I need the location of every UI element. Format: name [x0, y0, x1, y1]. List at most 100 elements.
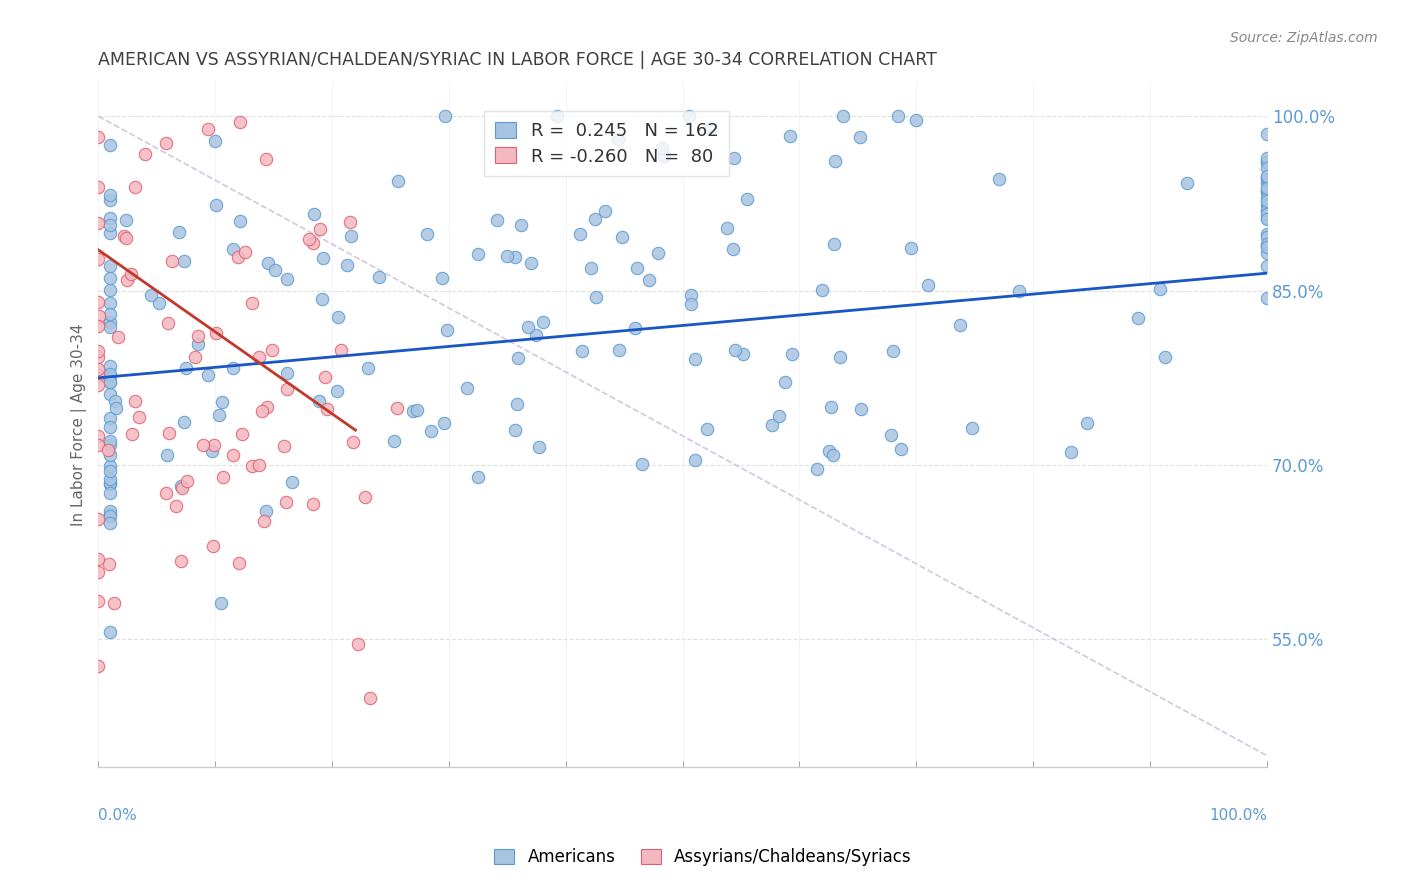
Point — [115, 212, 138, 227]
Point — [569, 227, 592, 241]
Point — [98, 624, 121, 639]
Point — [506, 351, 529, 366]
Point — [347, 637, 370, 651]
Point — [128, 410, 150, 425]
Text: AMERICAN VS ASSYRIAN/CHALDEAN/SYRIAC IN LABOR FORCE | AGE 30-34 CORRELATION CHAR: AMERICAN VS ASSYRIAN/CHALDEAN/SYRIAC IN … — [98, 51, 938, 69]
Point — [253, 514, 276, 528]
Point — [247, 350, 270, 364]
Point — [87, 552, 110, 566]
Point — [1256, 181, 1278, 195]
Point — [201, 539, 224, 553]
Point — [1008, 284, 1031, 298]
Point — [98, 420, 121, 434]
Point — [197, 122, 219, 136]
Point — [173, 254, 195, 268]
Point — [98, 296, 121, 310]
Point — [900, 241, 922, 255]
Point — [170, 481, 193, 495]
Point — [308, 394, 330, 409]
Point — [678, 109, 700, 123]
Point — [1256, 161, 1278, 175]
Point — [257, 256, 280, 270]
Point — [98, 315, 121, 329]
Point — [359, 690, 381, 705]
Point — [176, 475, 198, 489]
Point — [585, 290, 607, 304]
Point — [98, 375, 121, 389]
Point — [276, 272, 298, 286]
Point — [406, 403, 429, 417]
Point — [98, 283, 121, 297]
Point — [330, 343, 353, 358]
Point — [342, 435, 364, 450]
Point — [810, 283, 832, 297]
Point — [112, 229, 135, 244]
Point — [98, 320, 121, 334]
Point — [696, 422, 718, 436]
Point — [679, 287, 702, 301]
Point — [98, 434, 121, 448]
Point — [529, 441, 551, 455]
Point — [87, 368, 110, 383]
Point — [233, 245, 256, 260]
Point — [87, 438, 110, 452]
Point — [571, 343, 593, 358]
Point — [716, 221, 738, 235]
Point — [98, 138, 121, 153]
Point — [274, 495, 297, 509]
Point — [1256, 169, 1278, 183]
Point — [1256, 191, 1278, 205]
Point — [105, 401, 128, 415]
Point — [87, 512, 110, 526]
Point — [222, 360, 245, 375]
Point — [115, 230, 138, 244]
Point — [1128, 310, 1150, 325]
Point — [280, 475, 302, 490]
Point — [170, 554, 193, 568]
Point — [201, 444, 224, 458]
Point — [436, 323, 458, 337]
Point — [1256, 240, 1278, 254]
Point — [685, 452, 707, 467]
Point — [98, 486, 121, 500]
Point — [849, 129, 872, 144]
Point — [176, 361, 198, 376]
Point — [430, 270, 453, 285]
Point — [416, 227, 439, 241]
Point — [768, 409, 790, 423]
Point — [229, 213, 252, 227]
Point — [882, 343, 904, 358]
Point — [699, 121, 721, 136]
Point — [761, 417, 783, 432]
Point — [98, 307, 121, 321]
Point — [87, 350, 110, 364]
Point — [506, 397, 529, 411]
Point — [155, 136, 177, 150]
Point — [124, 180, 146, 194]
Point — [651, 140, 673, 154]
Point — [87, 659, 110, 673]
Point — [87, 318, 110, 333]
Point — [254, 504, 277, 518]
Point — [187, 337, 209, 351]
Point — [98, 368, 121, 383]
Point — [98, 193, 121, 207]
Point — [1256, 194, 1278, 208]
Point — [311, 293, 333, 307]
Point — [1060, 444, 1083, 458]
Point — [606, 132, 628, 146]
Point — [887, 109, 910, 123]
Point — [226, 250, 249, 264]
Y-axis label: In Labor Force | Age 30-34: In Labor Force | Age 30-34 — [72, 323, 87, 525]
Point — [806, 461, 828, 475]
Point — [165, 500, 187, 514]
Point — [308, 221, 330, 235]
Point — [98, 218, 121, 232]
Point — [626, 260, 648, 275]
Point — [336, 258, 359, 272]
Point — [301, 496, 323, 510]
Point — [385, 401, 408, 416]
Point — [1256, 155, 1278, 169]
Point — [824, 154, 846, 169]
Point — [98, 464, 121, 478]
